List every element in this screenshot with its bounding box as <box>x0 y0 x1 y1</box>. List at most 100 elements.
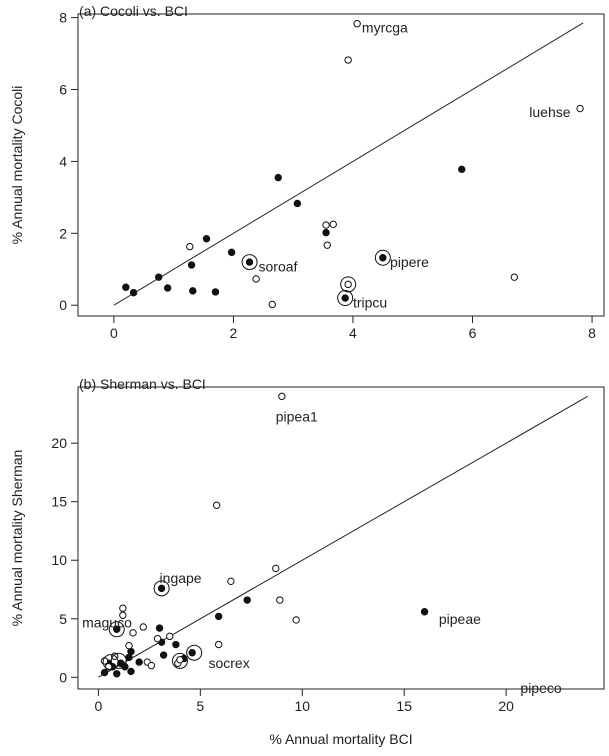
open-point <box>353 20 361 28</box>
y-tick-label: 0 <box>59 297 67 313</box>
filled-point <box>293 199 302 208</box>
point-label: maguco <box>82 614 132 630</box>
y-axis-label: % Annual mortality Cocoli <box>9 86 25 245</box>
open-point <box>153 634 162 643</box>
highlight-rings <box>241 249 391 307</box>
point-label: pipea1 <box>276 408 318 424</box>
highlight-ring <box>110 652 127 669</box>
x-tick-label: 8 <box>588 325 596 341</box>
open-point <box>227 577 235 586</box>
filled-point <box>187 261 196 269</box>
filled-point <box>159 651 168 659</box>
open-point <box>147 661 156 670</box>
point-labels: myrcga luehse soroaf pipere tripcu <box>259 19 571 310</box>
highlight-rings <box>102 580 203 671</box>
x-tick-label: 0 <box>110 325 118 341</box>
filled-point <box>214 612 223 621</box>
filled-point <box>243 596 251 604</box>
x-tick-label: 10 <box>294 698 310 714</box>
open-point <box>323 241 331 249</box>
filled-point <box>274 173 282 182</box>
x-tick-label: 6 <box>469 325 477 341</box>
plot-frame <box>77 13 605 317</box>
highlight-ring <box>102 654 119 671</box>
filled-point <box>189 287 197 295</box>
x-tick-label: 20 <box>498 698 514 714</box>
open-point <box>129 629 137 637</box>
open-point <box>252 275 260 283</box>
open-point <box>186 242 194 251</box>
filled-point <box>122 283 130 291</box>
open-point <box>268 300 276 309</box>
x-tick-label: 4 <box>349 325 357 341</box>
filled-point <box>127 667 135 676</box>
filled-point <box>211 288 220 296</box>
filled-point <box>154 273 163 281</box>
filled-point <box>227 248 236 257</box>
filled-point <box>188 649 196 657</box>
filled-point <box>379 254 387 262</box>
x-tick-label: 0 <box>94 698 102 714</box>
filled-point <box>100 668 109 677</box>
open-point <box>278 392 286 401</box>
chart-title: (a) Cocoli vs. BCI <box>79 3 188 19</box>
one-to-one-line <box>113 22 584 306</box>
open-point <box>272 564 280 573</box>
y-tick-label: 4 <box>59 153 67 169</box>
y-tick-label: 0 <box>59 669 67 685</box>
point-label: luehse <box>529 104 570 120</box>
highlight-ring <box>108 621 125 638</box>
filled-point <box>135 658 143 666</box>
open-point <box>292 616 300 624</box>
highlight-ring <box>153 580 170 597</box>
open-point <box>119 611 127 619</box>
chart-title: (b) Sherman vs. BCI <box>79 376 206 392</box>
one-to-one-line <box>98 395 588 678</box>
y-tick-label: 8 <box>59 10 67 26</box>
point-label: pipere <box>390 254 429 270</box>
highlight-ring <box>337 290 354 307</box>
open-point <box>119 604 127 612</box>
axis-ticks: 0 5 10 15 20 0 5 10 15 20 <box>51 435 514 714</box>
open-point <box>576 104 584 113</box>
filled-point <box>155 624 164 632</box>
point-label: socrex <box>208 655 249 671</box>
y-tick-label: 2 <box>59 225 67 241</box>
x-tick-label: 2 <box>230 325 238 341</box>
open-point <box>166 632 174 641</box>
open-point <box>344 56 352 64</box>
open-point <box>214 640 223 649</box>
point-label: soroaf <box>259 259 298 275</box>
point-label: myrcga <box>362 19 408 35</box>
highlight-ring <box>241 254 258 271</box>
filled-point <box>113 670 121 678</box>
axis-ticks: 0 2 4 6 8 0 2 4 6 8 <box>59 10 596 341</box>
filled-point <box>202 235 211 243</box>
highlight-ring <box>186 644 203 661</box>
x-axis-label: % Annual mortality BCI <box>269 731 412 747</box>
x-tick-label: 15 <box>396 698 412 714</box>
y-tick-label: 5 <box>59 611 67 627</box>
x-tick-label: 5 <box>196 698 204 714</box>
reference-line <box>113 22 584 306</box>
data-points <box>122 20 584 309</box>
filled-point <box>129 288 138 297</box>
point-labels: pipea1 ingape maguco socrex pipeae pipeco <box>82 408 562 696</box>
point-label: tripcu <box>353 295 387 311</box>
highlight-ring <box>340 276 357 293</box>
open-point <box>329 220 337 229</box>
plot-frame <box>77 386 605 690</box>
y-tick-label: 6 <box>59 82 67 98</box>
reference-line <box>98 395 588 678</box>
filled-point <box>157 584 166 593</box>
panel-a: (a) Cocoli vs. BCI % Annual mortality Co… <box>9 3 605 341</box>
open-point <box>125 641 133 650</box>
filled-point <box>245 258 254 266</box>
highlight-ring <box>374 249 391 266</box>
filled-point <box>113 625 121 634</box>
y-tick-label: 15 <box>51 494 67 510</box>
point-label: pipeae <box>439 611 481 627</box>
filled-point <box>341 294 349 302</box>
